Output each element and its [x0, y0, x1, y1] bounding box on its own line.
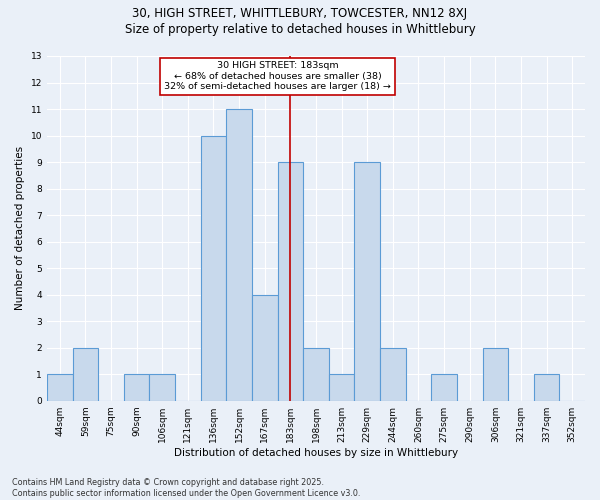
Bar [329, 374, 355, 400]
Bar [226, 109, 252, 401]
Text: Contains HM Land Registry data © Crown copyright and database right 2025.
Contai: Contains HM Land Registry data © Crown c… [12, 478, 361, 498]
Text: 30, HIGH STREET, WHITTLEBURY, TOWCESTER, NN12 8XJ: 30, HIGH STREET, WHITTLEBURY, TOWCESTER,… [133, 8, 467, 20]
Bar [47, 374, 73, 400]
Bar [380, 348, 406, 401]
Bar [149, 374, 175, 400]
Bar [278, 162, 303, 400]
Bar [303, 348, 329, 401]
Bar [73, 348, 98, 401]
Y-axis label: Number of detached properties: Number of detached properties [15, 146, 25, 310]
Bar [124, 374, 149, 400]
Bar [534, 374, 559, 400]
Text: 30 HIGH STREET: 183sqm
← 68% of detached houses are smaller (38)
32% of semi-det: 30 HIGH STREET: 183sqm ← 68% of detached… [164, 62, 391, 91]
Bar [482, 348, 508, 401]
Bar [252, 294, 278, 401]
Bar [355, 162, 380, 400]
Bar [431, 374, 457, 400]
Bar [200, 136, 226, 400]
X-axis label: Distribution of detached houses by size in Whittlebury: Distribution of detached houses by size … [174, 448, 458, 458]
Text: Size of property relative to detached houses in Whittlebury: Size of property relative to detached ho… [125, 22, 475, 36]
